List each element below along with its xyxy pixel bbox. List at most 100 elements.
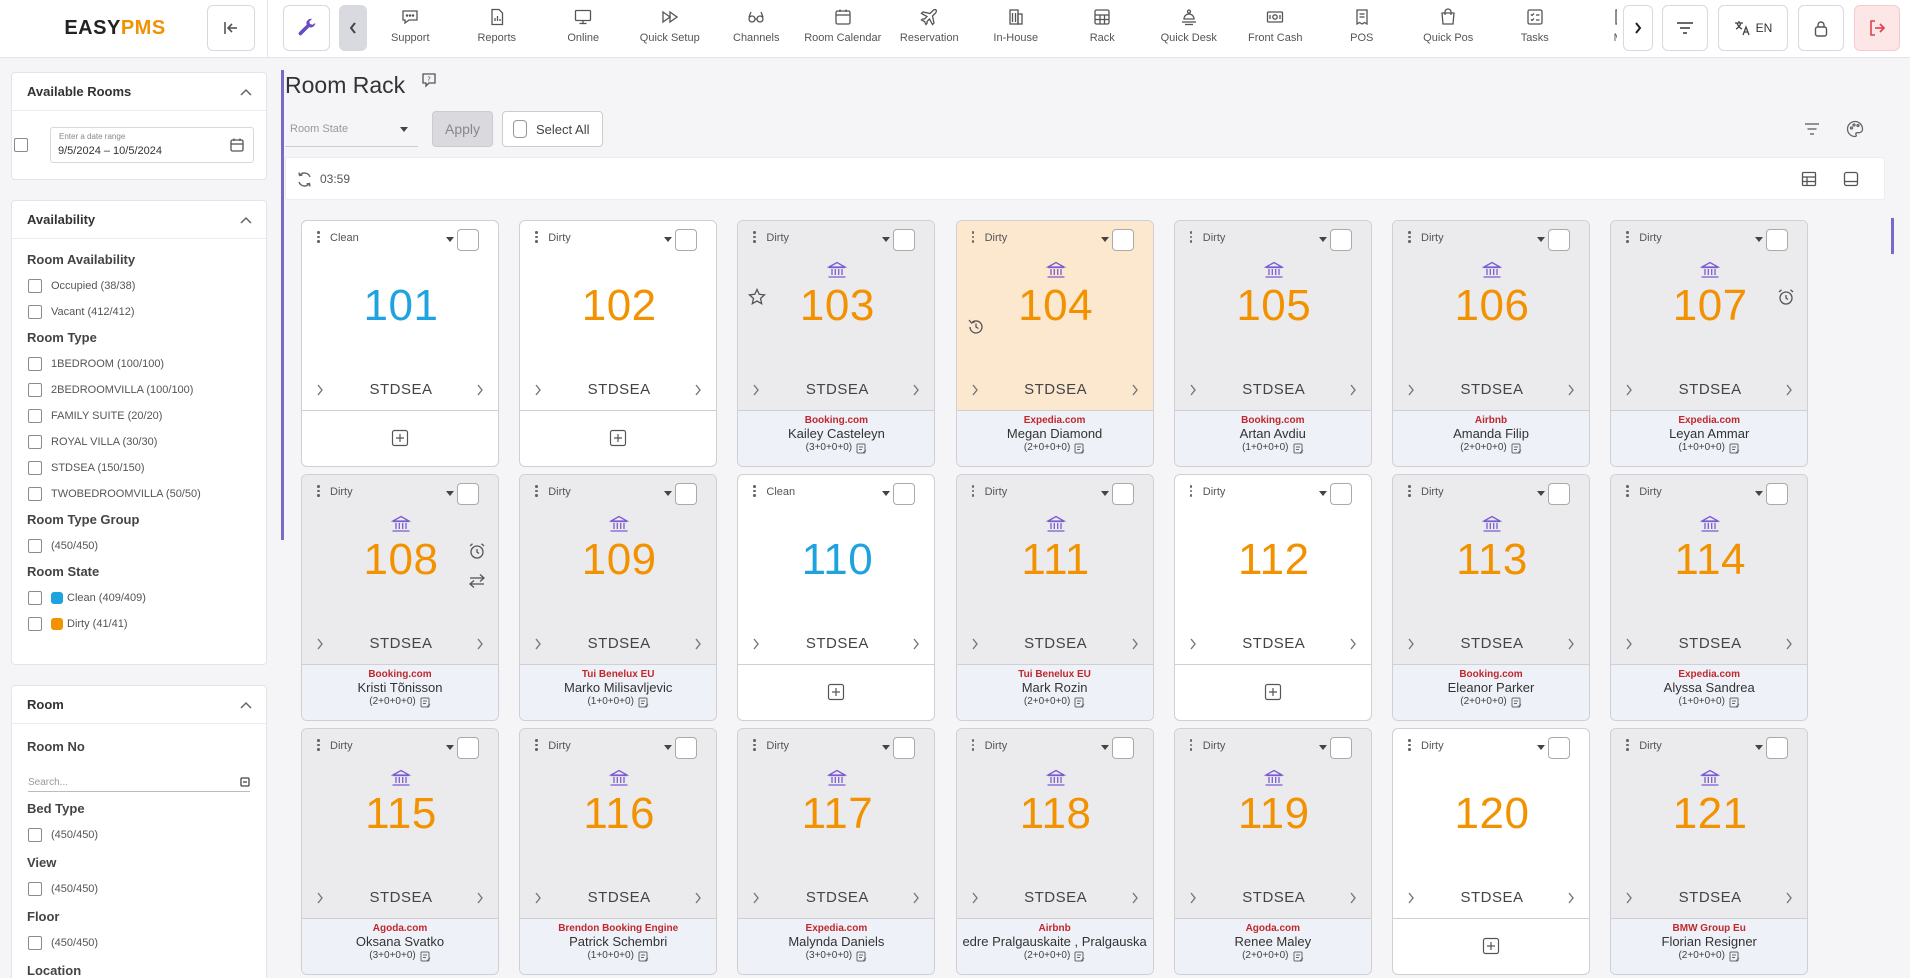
- alarm-icon[interactable]: [1777, 288, 1795, 306]
- room-card[interactable]: Dirty 120 STDSEA: [1392, 728, 1590, 975]
- kebab-menu-icon[interactable]: [1626, 485, 1629, 497]
- room-state-label[interactable]: Clean: [330, 232, 359, 244]
- kebab-menu-icon[interactable]: [1408, 231, 1411, 243]
- app-logo[interactable]: EASYPMS: [0, 17, 230, 40]
- caret-down-icon[interactable]: [446, 491, 454, 496]
- kebab-menu-icon[interactable]: [1626, 231, 1629, 243]
- floor-option[interactable]: (450/450): [12, 930, 266, 956]
- caret-down-icon[interactable]: [882, 745, 891, 750]
- kebab-menu-icon[interactable]: [1408, 485, 1411, 497]
- chevron-right-icon[interactable]: [1625, 384, 1633, 396]
- filter-option[interactable]: Vacant (412/412): [12, 299, 266, 325]
- note-icon[interactable]: [1729, 951, 1740, 962]
- chevron-right-icon[interactable]: [1349, 384, 1357, 396]
- swap-icon[interactable]: [468, 572, 486, 590]
- nav-item-quick-pos[interactable]: Quick Pos: [1405, 0, 1492, 58]
- room-state-label[interactable]: Dirty: [984, 486, 1008, 498]
- room-card[interactable]: Clean 101 STDSEA: [301, 220, 499, 467]
- room-state-label[interactable]: Dirty: [984, 740, 1008, 752]
- guest-name[interactable]: edre Pralgauskaite , Pralgauska: [962, 934, 1147, 949]
- note-icon[interactable]: [1511, 697, 1522, 708]
- chevron-right-icon[interactable]: [1785, 638, 1793, 650]
- note-icon[interactable]: [638, 951, 649, 962]
- kebab-menu-icon[interactable]: [753, 485, 756, 497]
- guest-name[interactable]: Amanda Filip: [1453, 426, 1529, 441]
- kebab-menu-icon[interactable]: [317, 739, 320, 751]
- chevron-right-icon[interactable]: [694, 638, 702, 650]
- room-state-label[interactable]: Dirty: [1421, 740, 1444, 752]
- filter-icon[interactable]: [1804, 122, 1820, 136]
- kebab-menu-icon[interactable]: [1189, 485, 1193, 497]
- kebab-menu-icon[interactable]: [753, 231, 756, 243]
- note-icon[interactable]: [1293, 951, 1304, 962]
- refresh-icon[interactable]: [296, 171, 313, 188]
- add-reservation-icon[interactable]: [827, 683, 845, 701]
- room-state-label[interactable]: Dirty: [548, 232, 571, 244]
- nav-item-quick-setup[interactable]: Quick Setup: [627, 0, 714, 58]
- room-card[interactable]: Dirty 102 STDSEA: [519, 220, 718, 467]
- chevron-right-icon[interactable]: [1131, 384, 1139, 396]
- caret-down-icon[interactable]: [1318, 491, 1327, 496]
- guest-name[interactable]: Kailey Casteleyn: [787, 426, 885, 441]
- note-icon[interactable]: [638, 697, 649, 708]
- filter-menu-button[interactable]: [1662, 5, 1708, 51]
- language-button[interactable]: EN: [1718, 5, 1788, 51]
- chevron-right-icon[interactable]: [1625, 892, 1633, 904]
- caret-down-icon[interactable]: [1537, 491, 1545, 496]
- chevron-right-icon[interactable]: [1131, 638, 1139, 650]
- filter-option[interactable]: Clean (409/409): [12, 585, 266, 611]
- checkbox[interactable]: [28, 279, 42, 293]
- chevron-right-icon[interactable]: [694, 892, 702, 904]
- chevron-right-icon[interactable]: [971, 384, 979, 396]
- nav-item-mo[interactable]: Mo: [1578, 0, 1617, 58]
- chevron-right-icon[interactable]: [1407, 384, 1415, 396]
- note-icon[interactable]: [420, 697, 431, 708]
- chevron-right-icon[interactable]: [1567, 384, 1575, 396]
- room-state-label[interactable]: Dirty: [1639, 740, 1662, 752]
- filter-option[interactable]: STDSEA (150/150): [12, 455, 266, 481]
- kebab-menu-icon[interactable]: [317, 485, 320, 497]
- guest-name[interactable]: Megan Diamond: [1006, 426, 1103, 441]
- room-state-label[interactable]: Dirty: [1421, 486, 1444, 498]
- nav-item-reports[interactable]: Reports: [454, 0, 541, 58]
- room-card[interactable]: Dirty 104 STDSEA Expedia.com Megan Diamo…: [955, 220, 1154, 467]
- chevron-right-icon[interactable]: [316, 638, 324, 650]
- chevron-right-icon[interactable]: [1785, 384, 1793, 396]
- checkbox[interactable]: [28, 828, 42, 842]
- room-select-checkbox[interactable]: [1766, 483, 1789, 505]
- palette-icon[interactable]: [1846, 120, 1864, 138]
- caret-down-icon[interactable]: [664, 237, 673, 242]
- checkbox[interactable]: [28, 357, 42, 371]
- settings-wrench-button[interactable]: [283, 5, 330, 51]
- room-state-label[interactable]: Dirty: [1202, 232, 1226, 244]
- room-card[interactable]: Dirty 112 STDSEA: [1173, 474, 1372, 721]
- room-select-checkbox[interactable]: [1548, 229, 1570, 251]
- room-card[interactable]: Dirty 119 STDSEA Agoda.com Renee Maley (…: [1173, 728, 1372, 975]
- room-card-bottom[interactable]: Tui Benelux EU Marko Milisavljevic (1+0+…: [520, 664, 717, 720]
- kebab-menu-icon[interactable]: [535, 739, 538, 751]
- checkbox[interactable]: [28, 305, 42, 319]
- checkbox[interactable]: [28, 882, 42, 896]
- chevron-right-icon[interactable]: [912, 384, 920, 396]
- nav-item-support[interactable]: Support: [367, 0, 454, 58]
- nav-item-in-house[interactable]: In-House: [973, 0, 1060, 58]
- chevron-right-icon[interactable]: [752, 384, 760, 396]
- apply-button[interactable]: Apply: [432, 111, 493, 147]
- kebab-menu-icon[interactable]: [1189, 739, 1193, 751]
- room-state-select[interactable]: Room State: [285, 111, 418, 147]
- room-card-bottom[interactable]: Booking.com Artan Avdiu (1+0+0+0): [1174, 410, 1371, 466]
- room-card[interactable]: Dirty 117 STDSEA Expedia.com Malynda Dan…: [737, 728, 936, 975]
- checkbox[interactable]: [28, 461, 42, 475]
- caret-down-icon[interactable]: [1755, 491, 1764, 496]
- star-icon[interactable]: [748, 288, 767, 306]
- room-card[interactable]: Dirty 115 STDSEA Agoda.com Oksana Svatko…: [301, 728, 499, 975]
- nav-item-room-calendar[interactable]: Room Calendar: [800, 0, 887, 58]
- nav-item-reservation[interactable]: Reservation: [886, 0, 973, 58]
- filter-option[interactable]: 2BEDROOMVILLA (100/100): [12, 377, 266, 403]
- caret-down-icon[interactable]: [1537, 745, 1545, 750]
- room-card-bottom[interactable]: Agoda.com Renee Maley (2+0+0+0): [1174, 918, 1371, 974]
- chevron-right-icon[interactable]: [316, 384, 324, 396]
- chevron-up-icon[interactable]: [240, 216, 252, 224]
- alarm-icon[interactable]: [468, 542, 486, 560]
- kebab-menu-icon[interactable]: [971, 485, 975, 497]
